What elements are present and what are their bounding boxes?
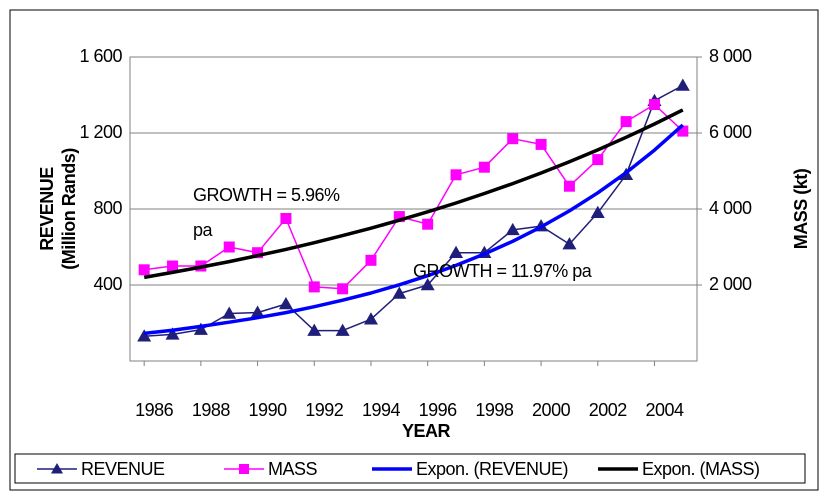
y2-tick-label: 2 000 xyxy=(709,274,752,294)
x-axis-title: YEAR xyxy=(402,421,451,441)
marker xyxy=(505,222,520,236)
x-tick-label: 1998 xyxy=(475,400,514,420)
marker xyxy=(167,260,179,272)
marker xyxy=(278,297,293,310)
marker xyxy=(250,305,265,318)
legend-marker xyxy=(239,464,249,474)
annotation: GROWTH = 5.96% xyxy=(193,185,340,205)
marker xyxy=(563,180,575,192)
marker xyxy=(562,237,577,250)
marker xyxy=(335,323,350,336)
legend-label: REVENUE xyxy=(81,459,165,479)
x-tick-label: 1992 xyxy=(305,400,344,420)
x-tick-label: 1988 xyxy=(192,400,231,420)
marker xyxy=(592,154,604,166)
marker xyxy=(363,312,378,325)
y2-axis-title: MASS (kt) xyxy=(791,168,811,249)
x-tick-label: 1990 xyxy=(249,400,288,420)
legend-marker xyxy=(51,463,63,474)
legend-label: Expon. (REVENUE) xyxy=(416,459,568,479)
marker xyxy=(308,281,320,293)
marker xyxy=(252,247,264,259)
y2-tick-label: 4 000 xyxy=(709,198,752,218)
marker xyxy=(165,327,180,340)
marker xyxy=(422,218,434,230)
x-tick-label: 2002 xyxy=(589,400,628,420)
marker xyxy=(138,264,150,276)
marker xyxy=(620,116,632,128)
legend-label: MASS xyxy=(268,459,318,479)
y-axis-title: (Million Rands) xyxy=(59,148,79,270)
marker xyxy=(535,138,547,150)
marker xyxy=(450,169,462,181)
marker xyxy=(393,211,405,223)
marker xyxy=(280,213,292,224)
y2-tick-label: 8 000 xyxy=(709,46,752,66)
marker xyxy=(677,125,689,137)
y-tick-label: 800 xyxy=(93,198,122,218)
x-tick-label: 2004 xyxy=(645,400,684,420)
marker xyxy=(507,133,519,145)
annotation: pa xyxy=(193,220,214,240)
x-tick-label: 1994 xyxy=(362,400,401,420)
y-axis-title: REVENUE xyxy=(37,167,57,251)
marker xyxy=(392,286,407,299)
trend-line xyxy=(144,123,684,336)
trend-line xyxy=(143,108,684,280)
marker xyxy=(420,278,435,291)
marker xyxy=(307,323,322,336)
x-tick-label: 2000 xyxy=(532,400,571,420)
marker xyxy=(478,161,490,173)
y2-tick-label: 6 000 xyxy=(709,122,752,142)
marker xyxy=(590,205,605,219)
x-tick-label: 1986 xyxy=(135,400,174,420)
annotation: GROWTH = 11.97% pa xyxy=(413,261,593,281)
y-tick-label: 1 600 xyxy=(79,46,122,66)
y-tick-label: 1 200 xyxy=(79,122,122,142)
marker xyxy=(648,99,660,110)
marker xyxy=(337,283,349,295)
legend-label: Expon. (MASS) xyxy=(642,459,760,479)
marker xyxy=(675,78,690,91)
marker xyxy=(222,306,237,319)
marker xyxy=(449,245,464,258)
x-tick-label: 1996 xyxy=(419,400,458,420)
marker xyxy=(193,322,208,335)
marker xyxy=(223,241,235,253)
y-tick-label: 400 xyxy=(93,274,122,294)
marker xyxy=(137,329,152,342)
marker xyxy=(365,254,377,266)
